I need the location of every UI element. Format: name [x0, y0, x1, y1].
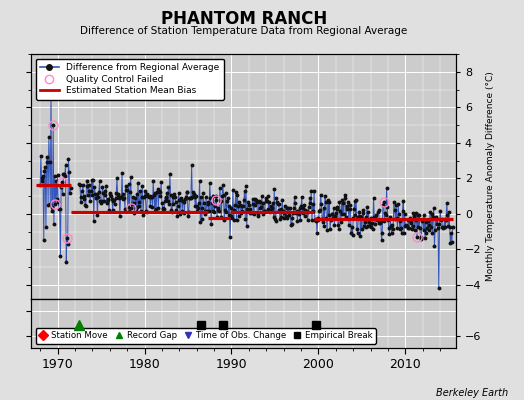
Legend: Difference from Regional Average, Quality Control Failed, Estimated Station Mean: Difference from Regional Average, Qualit… — [36, 58, 224, 100]
Legend: Station Move, Record Gap, Time of Obs. Change, Empirical Break: Station Move, Record Gap, Time of Obs. C… — [36, 328, 376, 344]
Text: Difference of Station Temperature Data from Regional Average: Difference of Station Temperature Data f… — [80, 26, 407, 36]
Text: Berkeley Earth: Berkeley Earth — [436, 388, 508, 398]
Text: PHANTOM RANCH: PHANTOM RANCH — [160, 10, 327, 28]
Y-axis label: Monthly Temperature Anomaly Difference (°C): Monthly Temperature Anomaly Difference (… — [486, 72, 495, 281]
